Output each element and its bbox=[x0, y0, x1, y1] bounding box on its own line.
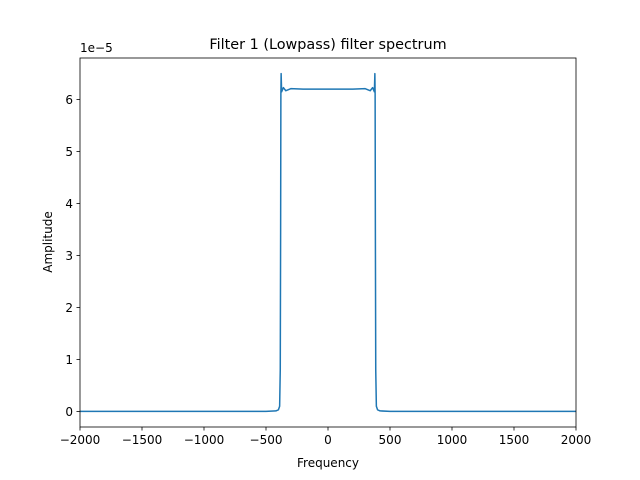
axes-frame bbox=[79, 57, 577, 428]
y-tick-label: 1 bbox=[65, 353, 73, 367]
y-tick-label: 0 bbox=[65, 405, 73, 419]
y-tick-label: 2 bbox=[65, 301, 73, 315]
y-tick-label: 6 bbox=[65, 93, 73, 107]
x-tick-label: 2000 bbox=[561, 433, 592, 447]
y-tick-label: 4 bbox=[65, 197, 73, 211]
x-tick-label: 0 bbox=[324, 433, 332, 447]
y-axis-label: Amplitude bbox=[41, 211, 55, 273]
x-tick-label: 1000 bbox=[437, 433, 468, 447]
chart-title: Filter 1 (Lowpass) filter spectrum bbox=[209, 37, 446, 53]
x-axis-label: Frequency bbox=[297, 456, 359, 470]
x-tick-label: −1500 bbox=[122, 433, 163, 447]
x-tick-label: −2000 bbox=[60, 433, 101, 447]
y-tick-label: 5 bbox=[65, 145, 73, 159]
x-tick-label: 1500 bbox=[499, 433, 530, 447]
y-tick-label: 3 bbox=[65, 249, 73, 263]
x-tick-label: −500 bbox=[250, 433, 283, 447]
x-tick-label: 500 bbox=[379, 433, 402, 447]
plot-area: −2000 −1500 −1000 −500 0 500 1000 1500 2000 0 1 2 3 4… bbox=[60, 57, 592, 447]
series-line-0 bbox=[80, 72, 576, 413]
x-tick-label: −1000 bbox=[184, 433, 225, 447]
y-offset-text: 1e−5 bbox=[80, 41, 113, 55]
